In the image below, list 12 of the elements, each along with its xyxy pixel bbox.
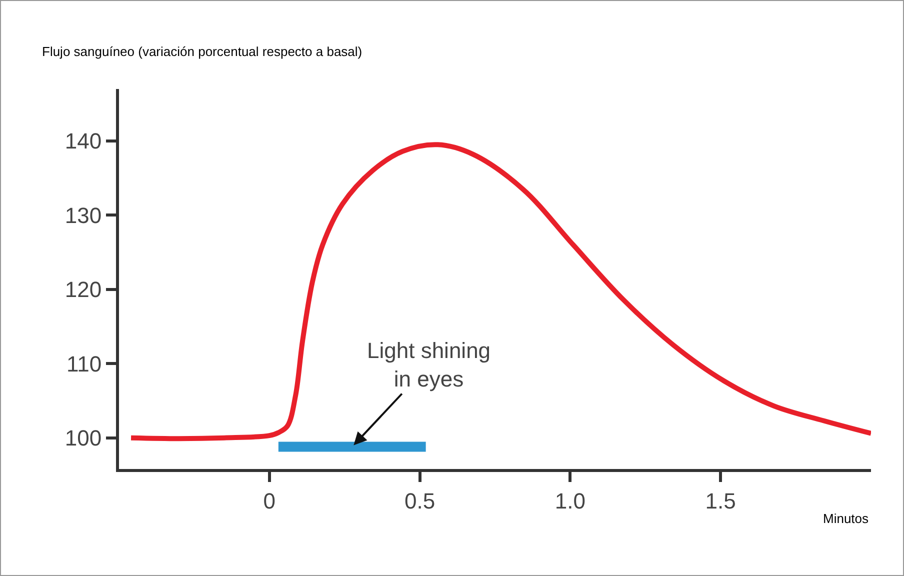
x-tick-label: 0.5	[404, 488, 436, 514]
x-axis-title: Minutos	[823, 511, 870, 526]
x-tick-label: 0	[263, 488, 276, 514]
annotation: Light shining in eyes	[367, 338, 491, 392]
y-axis-title: Flujo sanguíneo (variación porcentual respecto a basal)	[42, 44, 362, 59]
y-tick-label: 100	[64, 426, 102, 451]
y-tick-label: 140	[64, 128, 102, 154]
x-tick-label: 1.0	[554, 488, 586, 514]
y-tick-label: 130	[64, 202, 102, 228]
x-tick-label: 1.5	[705, 488, 736, 514]
y-tick-label: 120	[64, 277, 102, 302]
y-tick-label: 110	[66, 351, 102, 376]
